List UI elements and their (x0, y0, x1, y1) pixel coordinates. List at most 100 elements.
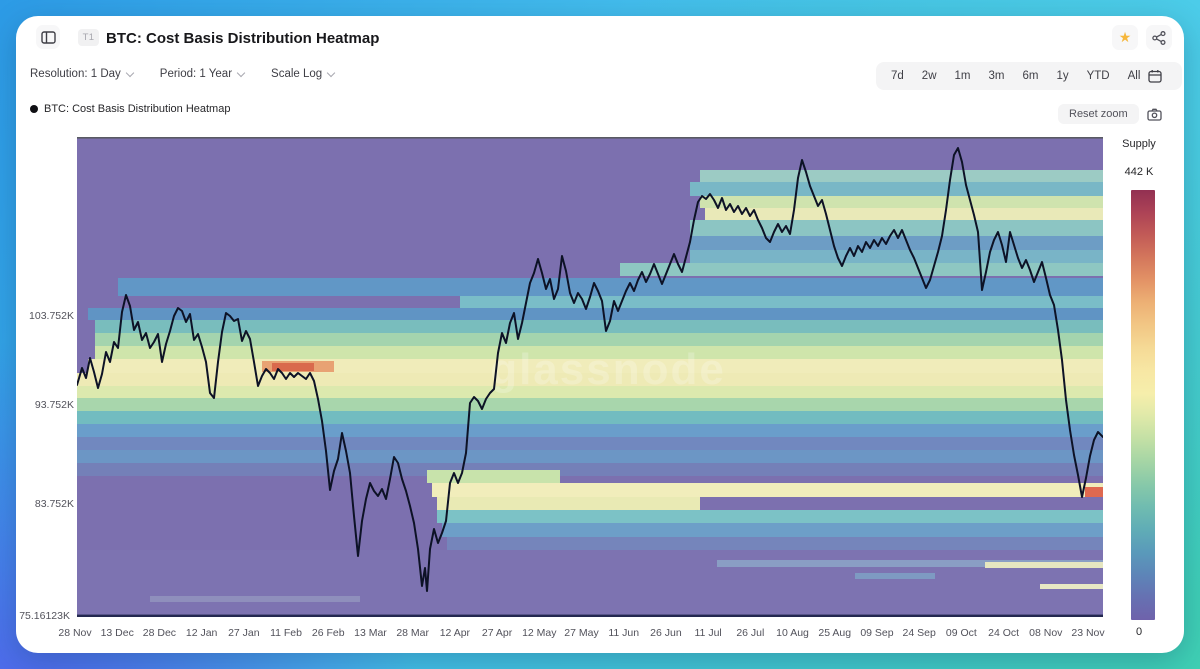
scale-label: Scale Log (271, 68, 323, 80)
period-label: Period: 1 Year (159, 68, 233, 80)
colorbar-title: Supply (1122, 138, 1156, 150)
y-tick-label: 83.752K (34, 498, 74, 510)
x-tick-label: 08 Nov (1029, 627, 1063, 639)
colorbar-min-label: 0 (1135, 626, 1143, 638)
range-button-ytd[interactable]: YTD (1086, 70, 1110, 82)
heatmap-band (1040, 584, 1103, 589)
x-tick-label: 12 Jan (185, 627, 218, 639)
x-tick-label: 28 Nov (58, 627, 92, 639)
colorbar-max-label: 442 K (1124, 166, 1154, 178)
heatmap-band (705, 208, 1103, 220)
chart-controls: Resolution: 1 Day Period: 1 Year Scale L… (30, 68, 335, 80)
heatmap-band (77, 411, 1103, 424)
range-button-6m[interactable]: 6m (1022, 70, 1039, 82)
favorite-button[interactable]: ★ (1112, 25, 1138, 50)
x-tick-label: 27 Apr (481, 627, 513, 639)
heatmap-band (985, 562, 1103, 568)
heatmap-band (690, 220, 1103, 236)
heatmap-plot[interactable]: glassnode (77, 137, 1103, 617)
heatmap-band (272, 363, 314, 371)
heatmap-band (855, 573, 935, 579)
x-tick-label: 24 Sep (902, 627, 936, 639)
heatmap-band (77, 463, 1103, 476)
share-icon (1152, 30, 1166, 45)
range-button-3m[interactable]: 3m (988, 70, 1005, 82)
x-tick-label: 27 Jan (228, 627, 260, 639)
heatmap-band (460, 296, 1103, 308)
heatmap-band (427, 470, 560, 483)
heatmap-band (77, 386, 1103, 398)
period-dropdown[interactable]: Period: 1 Year (160, 68, 245, 80)
x-tick-label: 27 May (564, 627, 599, 639)
x-tick-label: 26 Jun (650, 627, 682, 639)
x-tick-label: 12 Apr (439, 627, 471, 639)
range-button-1y[interactable]: 1y (1056, 70, 1069, 82)
chevron-down-icon (237, 69, 245, 77)
layout-sidebar-icon (40, 30, 56, 44)
x-tick-label: 23 Nov (1071, 627, 1105, 639)
heatmap-band (437, 510, 1103, 523)
x-tick-label: 24 Oct (988, 627, 1020, 639)
screenshot-button[interactable] (1144, 105, 1164, 123)
heatmap-band (77, 437, 1103, 450)
heatmap-band (1085, 487, 1103, 497)
heatmap-band (447, 537, 1103, 550)
x-tick-label: 11 Jun (608, 627, 640, 639)
range-button-7d[interactable]: 7d (891, 70, 904, 82)
star-icon: ★ (1118, 29, 1132, 45)
sidebar-toggle-button[interactable] (36, 25, 60, 49)
range-button-1m[interactable]: 1m (954, 70, 971, 82)
scale-dropdown[interactable]: Scale Log (271, 68, 335, 80)
heatmap-band (442, 523, 1103, 537)
share-button[interactable] (1146, 25, 1172, 50)
chevron-down-icon (327, 69, 335, 77)
heatmap-band (690, 182, 1103, 196)
x-tick-label: 10 Aug (776, 627, 809, 639)
series-legend[interactable]: BTC: Cost Basis Distribution Heatmap (30, 103, 230, 115)
heatmap-band (77, 373, 1103, 386)
series-label: BTC: Cost Basis Distribution Heatmap (44, 103, 231, 115)
price-line (77, 147, 1103, 592)
x-tick-label: 26 Feb (311, 627, 345, 639)
heatmap-band (437, 497, 700, 510)
page-title: BTC: Cost Basis Distribution Heatmap (106, 30, 380, 47)
x-tick-label: 11 Feb (270, 627, 302, 639)
calendar-icon (1148, 70, 1162, 83)
x-tick-label: 12 May (522, 627, 557, 639)
reset-zoom-button[interactable]: Reset zoom (1058, 104, 1139, 124)
resolution-dropdown[interactable]: Resolution: 1 Day (30, 68, 134, 80)
heatmap-band (95, 320, 1103, 333)
workspace-badge: T1 (78, 29, 99, 46)
heatmap-band (95, 346, 1103, 359)
colorbar-gradient (1131, 190, 1155, 620)
x-tick-label: 09 Oct (945, 627, 977, 639)
heatmap-band (95, 333, 1103, 346)
y-tick-label: 75.16123K (19, 610, 70, 622)
x-tick-label: 11 Jul (694, 627, 722, 639)
heatmap-band (717, 560, 1103, 567)
x-tick-label: 13 Mar (354, 627, 387, 639)
heatmap-band (690, 250, 1103, 263)
watermark: glassnode (490, 345, 726, 394)
chart-card: T1 BTC: Cost Basis Distribution Heatmap … (16, 16, 1184, 653)
plot-top-border (77, 137, 1103, 139)
x-tick-label: 28 Mar (396, 627, 429, 639)
x-tick-label: 13 Dec (100, 627, 134, 639)
calendar-button[interactable] (1140, 62, 1170, 90)
heatmap-band (77, 398, 1103, 411)
y-tick-label: 93.752K (34, 399, 74, 411)
series-dot-icon (30, 105, 38, 113)
heatmap-band (690, 236, 1103, 250)
y-tick-label: 103.752K (29, 310, 74, 322)
heatmap-band (88, 308, 1103, 320)
x-tick-label: 09 Sep (860, 627, 894, 639)
heatmap-band (77, 450, 1103, 463)
range-button-all[interactable]: All (1127, 70, 1141, 82)
plot-bottom-border (77, 614, 1103, 617)
heatmap-band (700, 170, 1103, 182)
heatmap-band (620, 263, 1103, 276)
x-tick-label: 26 Jul (736, 627, 765, 639)
heatmap-band (88, 359, 1103, 373)
x-tick-label: 28 Dec (142, 627, 177, 639)
range-button-2w[interactable]: 2w (921, 70, 937, 82)
